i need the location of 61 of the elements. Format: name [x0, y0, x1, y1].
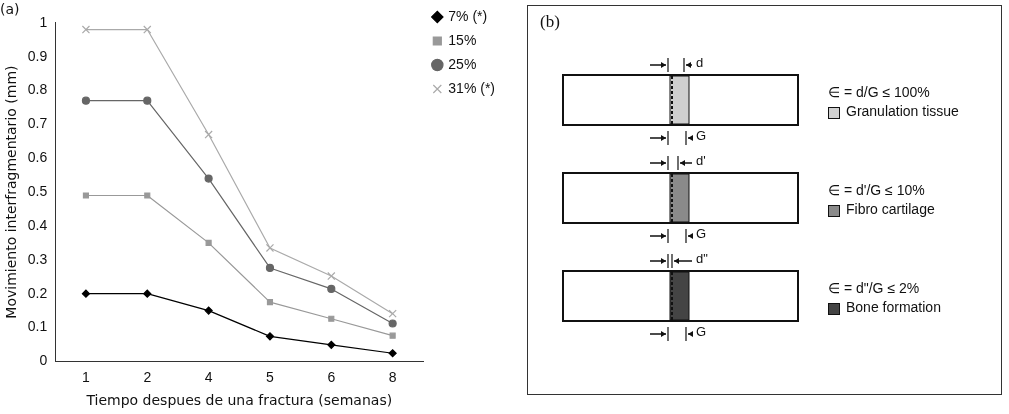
point [82, 192, 90, 199]
point [204, 306, 213, 315]
legend-label: 7% (*) [448, 7, 488, 24]
text: ∈ = d/G ≤ 100% [828, 84, 930, 100]
text: d [696, 55, 704, 70]
x-tick-label: 5 [266, 368, 275, 385]
x-tick-label: 2 [143, 368, 152, 385]
legend-label: 15% [448, 31, 477, 48]
text: Granulation tissue [846, 103, 959, 119]
point [204, 130, 213, 139]
y-tick-label: 0.5 [27, 182, 48, 199]
point [327, 340, 336, 349]
text: ∈ = d"/G ≤ 2% [828, 280, 920, 296]
point [81, 25, 91, 34]
point [81, 96, 91, 105]
point [144, 192, 151, 199]
chart-title: (a) [0, 1, 20, 18]
x-axis-title: Tiempo despues de una fractura (semanas) [85, 392, 393, 409]
point [328, 315, 335, 322]
x-tick-label: 6 [327, 368, 336, 385]
point [265, 243, 275, 253]
point [388, 319, 397, 328]
y-tick-label: 0.3 [27, 250, 48, 267]
y-tick-label: 0.8 [27, 81, 48, 98]
y-tick-label: 0.2 [27, 284, 48, 301]
text: G [696, 226, 707, 241]
point [143, 96, 152, 105]
y-tick-label: 0 [39, 352, 48, 369]
point [205, 239, 212, 246]
point [265, 332, 275, 341]
y-tick-label: 0.9 [27, 47, 48, 64]
text: Bone formation [846, 299, 941, 315]
y-tick-label: 0.6 [27, 149, 48, 166]
y-tick-label: 0.7 [27, 115, 48, 132]
x-tick-label: 4 [204, 368, 213, 385]
point [388, 349, 397, 358]
y-tick-label: 1 [39, 13, 48, 30]
text: d" [696, 251, 708, 266]
legend-label: 25% [448, 55, 477, 72]
text: Fibro cartilage [846, 201, 935, 217]
point [143, 289, 152, 298]
point [81, 289, 91, 298]
text: (b) [540, 12, 560, 32]
point [204, 174, 213, 183]
y-tick-label: 0.4 [27, 216, 48, 233]
x-tick-label: 1 [82, 368, 91, 385]
point [327, 271, 336, 281]
text: ∈ = d'/G ≤ 10% [828, 182, 925, 198]
point [388, 309, 397, 318]
x-tick-label: 8 [388, 368, 397, 385]
point [143, 25, 152, 34]
text: G [696, 128, 707, 143]
y-axis-title: Movimiento interfragmentario (mm) [3, 65, 20, 319]
legend-label: 31% (*) [448, 79, 495, 96]
text: d' [696, 153, 706, 168]
point [327, 284, 336, 294]
point [265, 263, 275, 273]
point [389, 332, 396, 339]
y-tick-label: 0.1 [27, 318, 48, 335]
point [266, 299, 274, 306]
text: G [696, 324, 707, 339]
